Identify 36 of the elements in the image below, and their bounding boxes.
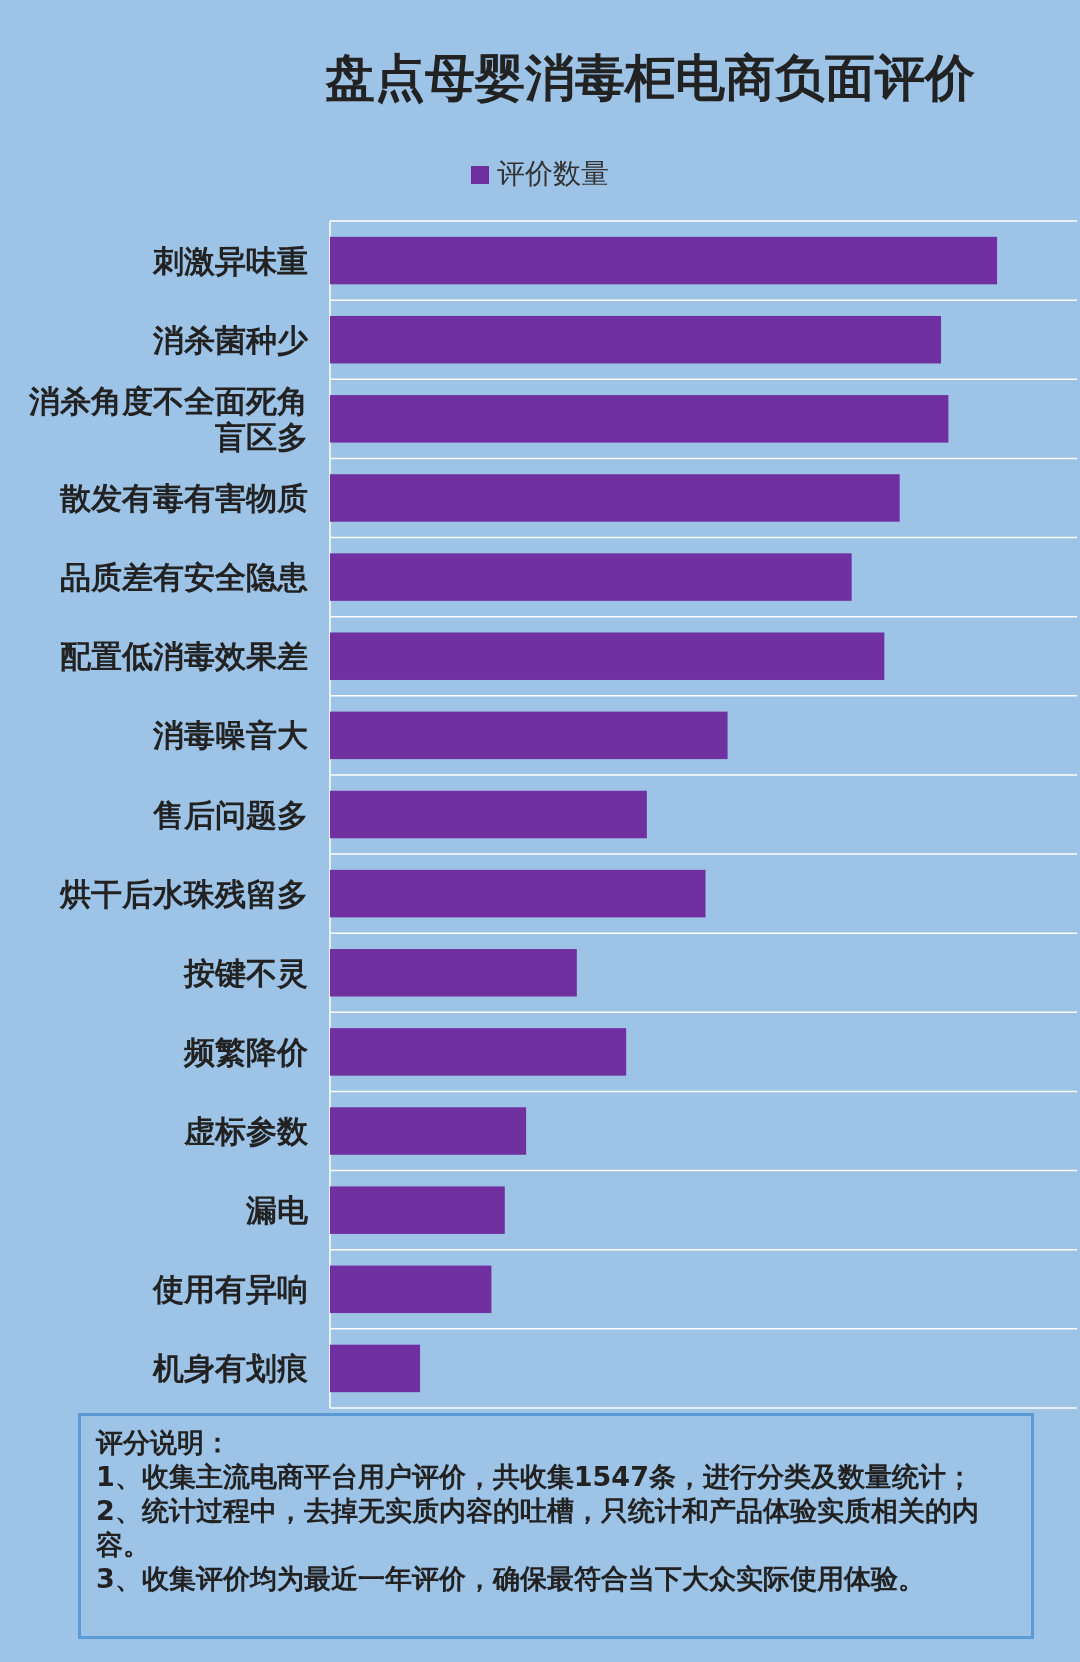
y-tick-label: 消杀菌种少 xyxy=(152,321,308,358)
text: 2、统计过程中，去掉无实质内容的吐槽，只统计和产品体验实质相关的内容。 xyxy=(96,1494,980,1562)
y-tick-label: 品质差有安全隐患 xyxy=(59,559,308,596)
y-tick-label: 机身有划痕 xyxy=(151,1350,308,1387)
y-tick-label: 散发有毒有害物质 xyxy=(58,479,308,516)
text: 评分说明： xyxy=(96,1426,232,1460)
bar xyxy=(330,632,885,680)
chart-title: 盘点母婴消毒柜电商负面评价 xyxy=(324,48,976,109)
y-tick-label: 按键不灵 xyxy=(182,954,308,991)
y-tick-label: 漏电 xyxy=(245,1192,308,1229)
bar xyxy=(330,711,728,760)
bar xyxy=(330,1028,627,1076)
bar xyxy=(330,1107,527,1155)
bar xyxy=(330,395,949,443)
bar xyxy=(330,949,577,997)
y-tick-label: 频繁降价 xyxy=(182,1033,308,1070)
y-tick-label: 刺激异味重 xyxy=(151,242,308,279)
text: 1、收集主流电商平台用户评价，共收集1547条，进行分类及数量统计； xyxy=(96,1460,974,1494)
y-tick-label: 配置低消毒效果差 xyxy=(59,638,308,675)
y-tick-label: 售后问题多 xyxy=(152,796,308,833)
bar xyxy=(330,553,852,601)
bar xyxy=(330,790,647,839)
y-tick-label: 使用有异响 xyxy=(151,1271,308,1308)
y-tick-label: 消杀角度不全面死角盲区多 xyxy=(28,382,308,455)
y-tick-label: 消毒噪音大 xyxy=(152,717,308,754)
bar xyxy=(330,1265,492,1314)
text: 3、收集评价均为最近一年评价，确保最符合当下大众实际使用体验。 xyxy=(96,1562,926,1596)
bar xyxy=(330,315,942,364)
y-tick-label: 虚标参数 xyxy=(183,1113,308,1150)
bar xyxy=(330,1186,505,1234)
legend-label: 评价数量 xyxy=(497,157,609,190)
bar xyxy=(330,869,706,918)
bar xyxy=(330,1344,421,1393)
bar xyxy=(330,474,900,522)
y-tick-label: 烘干后水珠残留多 xyxy=(58,875,308,912)
bar xyxy=(330,236,998,285)
